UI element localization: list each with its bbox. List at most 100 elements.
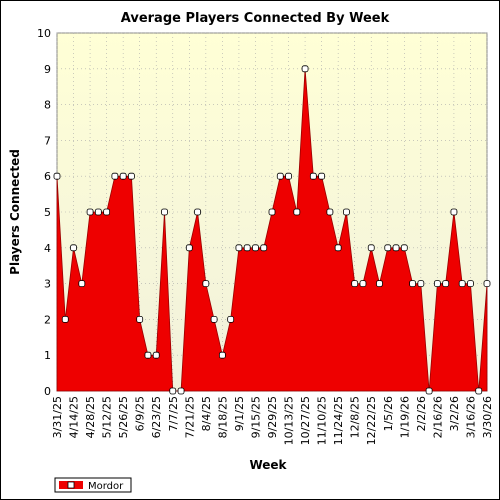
chart-title: Average Players Connected By Week (121, 11, 390, 26)
data-point (210, 315, 218, 323)
data-point (475, 387, 483, 395)
data-point (235, 244, 243, 252)
data-point (483, 280, 491, 288)
data-point (144, 351, 152, 359)
data-point (359, 280, 367, 288)
data-point (450, 208, 458, 216)
x-tick-label: 10/13/25 (283, 396, 296, 445)
data-point (61, 315, 69, 323)
data-point (136, 315, 144, 323)
x-tick-label: 4/28/25 (84, 396, 97, 438)
data-point (177, 387, 185, 395)
legend: Mordor (54, 477, 132, 493)
y-tick-label: 9 (44, 63, 51, 76)
data-point (53, 172, 61, 180)
data-point (169, 387, 177, 395)
x-tick-label: 5/26/25 (117, 396, 130, 438)
data-point (433, 280, 441, 288)
x-tick-label: 7/7/25 (167, 396, 180, 431)
data-point (318, 172, 326, 180)
data-point (334, 244, 342, 252)
y-tick-label: 6 (44, 170, 51, 183)
x-tick-label: 11/24/25 (332, 396, 345, 445)
data-point (70, 244, 77, 252)
data-point (152, 351, 160, 359)
x-tick-label: 5/12/25 (101, 396, 114, 438)
data-point (268, 208, 276, 216)
data-point (326, 208, 334, 216)
data-point (119, 172, 127, 180)
data-point (260, 244, 268, 252)
data-point (376, 280, 383, 288)
data-point (128, 172, 135, 180)
data-point (161, 208, 168, 216)
data-point (185, 244, 193, 252)
x-tick-label: 7/21/25 (183, 396, 196, 438)
x-tick-label: 9/1/25 (233, 396, 246, 431)
y-axis-title: Players Connected (8, 149, 22, 275)
x-tick-label: 9/15/25 (249, 396, 262, 438)
data-point (351, 280, 359, 288)
y-tick-label: 4 (44, 242, 51, 255)
data-point (202, 280, 210, 288)
data-point (276, 172, 284, 180)
x-tick-label: 2/2/26 (415, 396, 428, 431)
x-tick-label: 10/27/25 (299, 396, 312, 445)
x-tick-label: 8/18/25 (216, 396, 229, 438)
data-point (103, 208, 111, 216)
legend-marker (67, 481, 75, 489)
x-axis-title: Week (249, 458, 287, 472)
x-tick-label: 12/22/25 (365, 396, 378, 445)
y-tick-labels: 0 1 2 3 4 5 6 7 8 9 10 (37, 27, 51, 398)
x-tick-label: 3/30/26 (481, 396, 494, 438)
x-tick-label: 3/16/26 (464, 396, 477, 438)
data-point (392, 244, 400, 252)
x-tick-label: 6/9/25 (134, 396, 147, 431)
x-tick-labels: 3/31/25 4/14/25 4/28/25 5/12/25 5/26/25 6/9/2… (51, 396, 494, 445)
x-tick-label: 3/31/25 (51, 396, 64, 438)
data-point (425, 387, 433, 395)
x-tick-label: 4/14/25 (68, 396, 81, 438)
y-tick-label: 0 (44, 385, 51, 398)
data-point (78, 280, 86, 288)
data-point (458, 280, 466, 288)
y-tick-label: 5 (44, 206, 51, 219)
data-point (409, 280, 416, 288)
x-tick-label: 1/5/26 (382, 396, 395, 431)
y-tick-label: 10 (37, 27, 51, 40)
data-point (384, 244, 392, 252)
y-tick-label: 2 (44, 313, 51, 326)
x-tick-label: 1/19/26 (398, 396, 411, 438)
y-tick-label: 8 (44, 99, 51, 112)
x-tick-label: 6/23/25 (150, 396, 163, 438)
x-tick-label: 3/2/26 (448, 396, 461, 431)
y-tick-label: 7 (44, 134, 51, 147)
data-point (400, 244, 408, 252)
data-point (86, 208, 94, 216)
data-point (367, 244, 375, 252)
series-markers (53, 65, 491, 395)
data-point (94, 208, 102, 216)
data-point (343, 208, 350, 216)
y-tick-label: 1 (44, 349, 51, 362)
data-point (467, 280, 474, 288)
data-point (309, 172, 317, 180)
x-tick-label: 8/4/25 (200, 396, 213, 431)
legend-label: Mordor (88, 481, 124, 492)
x-tick-label: 9/29/25 (266, 396, 279, 438)
data-point (243, 244, 251, 252)
data-point (111, 172, 119, 180)
data-point (218, 351, 226, 359)
data-point (194, 208, 201, 216)
y-tick-label: 3 (44, 278, 51, 291)
data-point (293, 208, 301, 216)
data-point (285, 172, 292, 180)
data-point (252, 244, 259, 252)
x-tick-label: 11/10/25 (316, 396, 329, 445)
x-tick-label: 2/16/26 (431, 396, 444, 438)
data-point (227, 315, 235, 323)
data-point (301, 65, 309, 73)
x-tick-label: 12/8/25 (349, 396, 362, 438)
data-point (442, 280, 450, 288)
